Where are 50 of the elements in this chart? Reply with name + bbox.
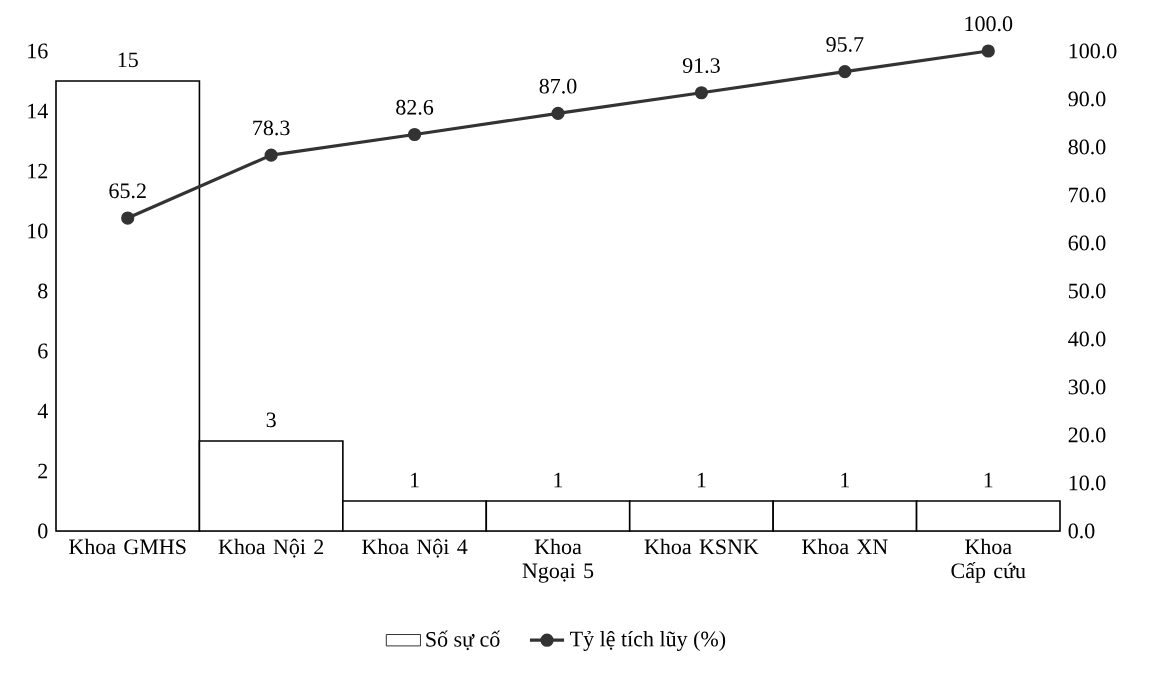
data-label: 15 [118,52,138,68]
data-label: 1 [554,472,563,488]
y2-tick-label: 20.0 [1068,427,1106,443]
data-label: 3 [266,412,276,428]
point [838,65,852,79]
data-label: 1 [697,472,706,488]
legend-label: Tỷ lệ tích lũy (%) [570,630,726,651]
point [264,148,278,162]
data-label: 1 [984,472,993,488]
y2-tick-label: 70.0 [1069,187,1106,203]
y-tick-label: 14 [28,103,48,119]
point [981,44,995,58]
y2-tick-label: 0.0 [1068,523,1095,539]
y-tick-label: 10 [28,223,48,239]
y2-tick-label: 100.0 [1069,43,1117,59]
data-label: 95.7 [826,37,864,52]
point [694,86,709,100]
data-label: 78.3 [253,120,290,136]
x-tick-label: Khoa KSNK [644,538,759,555]
data-label: 87.0 [539,78,577,94]
x-tick-label: Khoa XN [802,538,888,555]
y-tick-label: 16 [28,43,48,59]
y2-tick-label: 10.0 [1069,475,1106,491]
x-tick-label: Khoa Ngoại 5 [522,538,594,583]
y-tick-label: 8 [38,283,48,299]
data-label: 65.2 [109,183,146,199]
point [407,127,422,142]
y2-tick-label: 80.0 [1068,139,1106,155]
y2-tick-label: 50.0 [1069,283,1106,299]
legend-label: Số sự cố [426,630,500,651]
point [121,211,135,225]
y2-tick-label: 40.0 [1068,331,1106,347]
x-tick-label: Khoa GMHS [69,538,186,555]
data-label: 1 [411,472,419,488]
point [551,106,565,120]
y2-tick-label: 90.0 [1068,91,1106,107]
y-tick-label: 12 [28,163,48,179]
y-tick-label: 0 [38,523,48,539]
data-label: 82.6 [396,99,434,115]
data-label: 1 [841,472,850,488]
y2-tick-label: 30.0 [1068,379,1106,395]
x-tick-label: Khoa Cấp cứu [951,538,1026,583]
y-tick-label: 2 [38,463,48,479]
data-label: 100.0 [965,16,1013,32]
data-label: 91.3 [682,58,720,74]
y2-tick-label: 60.0 [1068,235,1106,251]
x-tick-label: Khoa Nội 4 [362,538,468,558]
x-tick-label: Khoa Nội 2 [218,538,324,558]
y-tick-label: 6 [38,343,48,359]
y-tick-label: 4 [37,403,48,419]
